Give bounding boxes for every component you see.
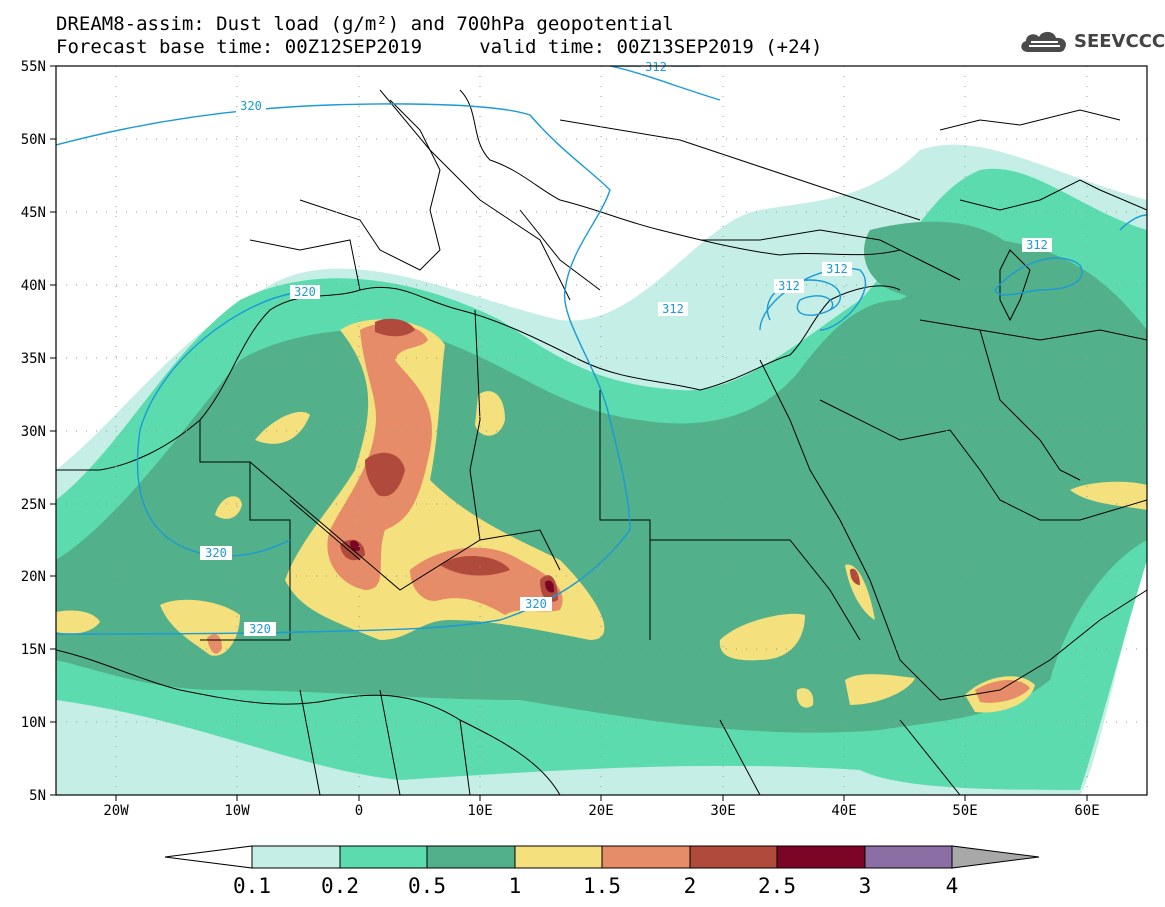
lon-label: 20W (103, 803, 129, 819)
geopotential-contours (56, 66, 1147, 635)
colorbar-labels: 0.1 0.2 0.5 1 1.5 2 2.5 3 4 (233, 874, 958, 898)
dust-level-1-arab (1070, 481, 1147, 510)
colorbar-tick-label: 3 (859, 874, 872, 898)
contour-label: 320 (240, 99, 262, 113)
lon-label: 0 (355, 803, 363, 819)
contour-label: 320 (249, 622, 271, 636)
contour-label: 312 (826, 262, 848, 276)
dust-level-1.5-west (207, 634, 222, 654)
cloud-icon (1021, 31, 1066, 52)
dust-level-1-n (475, 391, 505, 436)
colorbar-swatch-1 (339, 845, 428, 869)
lon-label: 50E (952, 803, 977, 819)
dust-level-2-north (375, 318, 415, 337)
lat-label: 40N (21, 278, 46, 294)
lat-label: 20N (21, 569, 46, 585)
colorbar-tick-label: 0.5 (408, 874, 446, 898)
colorbar-swatch-0 (251, 845, 341, 869)
map-title-line2: Forecast base time: 00Z12SEP2019 valid t… (56, 36, 823, 58)
lon-label: 10W (224, 803, 250, 819)
colorbar-low-arrow (164, 845, 253, 869)
dust-level-1.5-somalia (975, 679, 1030, 703)
contour-label: 312 (662, 302, 684, 316)
lat-label: 15N (21, 642, 46, 658)
colorbar-swatch-6 (776, 845, 866, 869)
lat-label: 55N (21, 59, 46, 75)
colorbar-swatch-7 (864, 845, 953, 869)
dust-level-2-redsea (850, 568, 860, 585)
colorbar-tick-label: 2 (684, 874, 697, 898)
lat-label: 35N (21, 351, 46, 367)
lon-label: 20E (588, 803, 613, 819)
dust-load-field (56, 144, 1147, 795)
lon-label: 40E (831, 803, 856, 819)
dust-level-0.5-east (864, 221, 1049, 320)
lat-label: 25N (21, 497, 46, 513)
axis-ticks (50, 65, 1088, 801)
lat-label: 30N (21, 424, 46, 440)
colorbar (164, 845, 1040, 869)
lon-label: 30E (710, 803, 735, 819)
lat-label: 50N (21, 132, 46, 148)
colorbar-high-arrow (951, 845, 1040, 869)
lat-label: 45N (21, 205, 46, 221)
dust-level-2-air (440, 555, 510, 576)
colorbar-swatch-4 (601, 845, 691, 869)
logo-text: SEEVCCC (1074, 30, 1165, 52)
colorbar-swatch-3 (514, 845, 603, 869)
contour-label: 320 (205, 546, 227, 560)
colorbar-swatch-2 (426, 845, 516, 869)
colorbar-tick-label: 4 (946, 874, 959, 898)
coastlines (56, 89, 1147, 795)
colorbar-swatch-5 (689, 845, 778, 869)
colorbar-tick-label: 1.5 (583, 874, 621, 898)
dust-level-1-eth2 (796, 688, 814, 708)
contour-label: 312 (645, 60, 667, 74)
dust-level-1-farw (56, 610, 100, 634)
contour-label: 312 (778, 279, 800, 293)
lon-label: 60E (1074, 803, 1099, 819)
lat-labels: 55N 50N 45N 40N 35N 30N 25N 20N 15N 10N … (21, 59, 46, 804)
contour-labels: 320 312 320 312 312 312 312 320 320 320 (200, 60, 1052, 636)
dust-level-1-w1 (255, 411, 310, 444)
map-title-line1: DREAM8-assim: Dust load (g/m²) and 700hP… (56, 13, 674, 35)
lon-labels: 20W 10W 0 10E 20E 30E 40E 50E 60E (103, 803, 1099, 819)
colorbar-tick-label: 0.1 (233, 874, 271, 898)
dust-level-1-sudan (719, 613, 805, 661)
dust-level-2-main (365, 452, 405, 497)
contour-label: 312 (1026, 238, 1048, 252)
colorbar-tick-label: 0.2 (321, 874, 359, 898)
contour-label: 320 (294, 285, 316, 299)
lon-label: 10E (467, 803, 492, 819)
dust-level-1-eth (845, 674, 915, 705)
colorbar-tick-label: 1 (509, 874, 522, 898)
seevccc-logo: SEEVCCC (1018, 28, 1165, 54)
dust-level-1-w2 (215, 496, 242, 519)
colorbar-tick-label: 2.5 (758, 874, 796, 898)
contour-label: 320 (525, 597, 547, 611)
lat-label: 10N (21, 715, 46, 731)
lat-label: 5N (29, 788, 46, 804)
